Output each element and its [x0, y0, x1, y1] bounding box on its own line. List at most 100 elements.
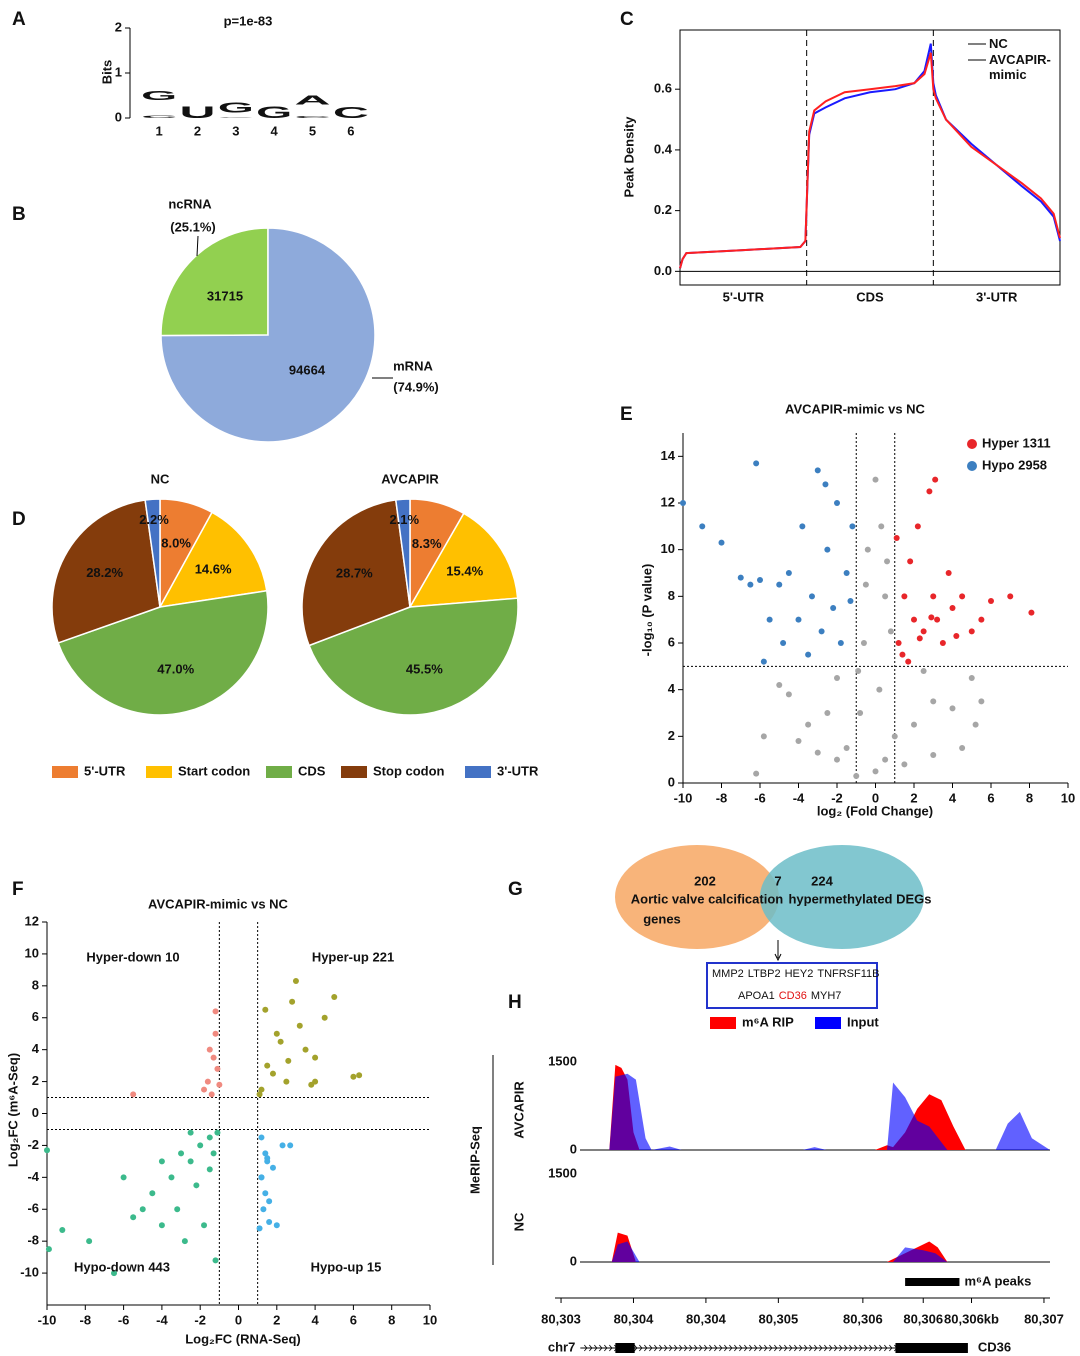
- point: [805, 651, 812, 658]
- panel-label: D: [12, 509, 26, 530]
- group-label: MeRIP-Seq: [467, 1126, 482, 1194]
- strand-chevron: [719, 1344, 723, 1352]
- coverage-area: [555, 1241, 1050, 1262]
- panel-label: C: [620, 9, 634, 30]
- point: [926, 488, 933, 495]
- x-axis-label: log₂ (Fold Change): [817, 803, 933, 818]
- peak-label: m⁶A peaks: [964, 1273, 1031, 1288]
- point: [853, 773, 860, 779]
- point: [206, 1134, 213, 1141]
- point: [350, 1073, 357, 1080]
- strand-chevron: [734, 1344, 738, 1352]
- logo-letter: A: [295, 93, 333, 108]
- point: [210, 1150, 217, 1157]
- point: [972, 721, 979, 728]
- legend-swatch: [710, 1017, 736, 1029]
- point: [760, 658, 767, 665]
- x-tick-label: 2: [273, 1312, 280, 1327]
- point: [959, 745, 966, 751]
- point: [187, 1158, 194, 1165]
- point: [776, 682, 783, 688]
- arrow-head: [774, 953, 782, 962]
- strand-chevron: [689, 1344, 693, 1352]
- y-tick-label: 6: [668, 634, 675, 649]
- point: [283, 1078, 290, 1085]
- legend-label: Stop codon: [373, 763, 445, 778]
- point: [834, 500, 840, 506]
- point: [308, 1081, 315, 1088]
- logo-letter: C: [141, 115, 178, 119]
- point: [895, 640, 902, 646]
- y-tick-label: 12: [661, 494, 675, 509]
- strand-chevron: [669, 1344, 673, 1352]
- strand-chevron: [644, 1344, 648, 1352]
- x-tick-label: 0: [235, 1312, 242, 1327]
- point: [44, 1147, 50, 1154]
- series-line: [679, 52, 1061, 269]
- point: [891, 733, 898, 740]
- point: [258, 1086, 265, 1093]
- slice-label: 14.6%: [195, 561, 232, 576]
- point: [181, 1238, 188, 1245]
- set-count: 224: [811, 873, 833, 888]
- logo-letter: C: [295, 116, 332, 119]
- point: [210, 1054, 217, 1061]
- strand-chevron: [649, 1344, 653, 1352]
- point: [968, 628, 975, 635]
- point: [279, 1142, 286, 1149]
- point: [139, 1206, 146, 1213]
- point: [206, 1166, 213, 1173]
- point: [264, 1062, 271, 1069]
- y-tick-label: 10: [25, 945, 39, 960]
- strand-chevron: [844, 1344, 848, 1352]
- point: [718, 539, 725, 546]
- point: [834, 756, 840, 763]
- strand-chevron: [869, 1344, 873, 1352]
- legend-label: NC: [989, 36, 1008, 51]
- x-tick-label: 5: [309, 123, 316, 138]
- quadrant-label: Hyper-up 221: [312, 949, 394, 964]
- x-axis-label: Log₂FC (RNA-Seq): [185, 1331, 301, 1346]
- strand-chevron: [839, 1344, 843, 1352]
- x-tick-label: -4: [156, 1312, 168, 1327]
- region-label: 5'-UTR: [723, 289, 765, 304]
- point: [760, 733, 767, 740]
- point: [766, 616, 773, 623]
- point: [356, 1072, 363, 1079]
- point: [920, 628, 927, 635]
- point: [1007, 593, 1014, 600]
- point: [201, 1086, 208, 1093]
- point: [932, 476, 939, 483]
- y-tick-label: 2: [32, 1073, 39, 1088]
- strand-chevron: [834, 1344, 838, 1352]
- strand-chevron: [594, 1344, 598, 1352]
- x-tick-label: -6: [118, 1312, 130, 1327]
- strand-chevron: [684, 1344, 688, 1352]
- chromosome-label: chr7: [548, 1339, 575, 1354]
- point: [262, 1150, 269, 1157]
- point: [214, 1129, 221, 1136]
- legend-label: Start codon: [178, 763, 250, 778]
- x-tick-label: -2: [194, 1312, 206, 1327]
- point: [197, 1142, 204, 1149]
- y-tick-label: 1: [115, 64, 122, 79]
- slice-label: 28.2%: [86, 565, 123, 580]
- point: [857, 710, 864, 716]
- point: [269, 1164, 276, 1171]
- gene-row: APOA1 CD36 MYH7: [738, 990, 841, 1002]
- y-tick-label: 4: [32, 1041, 40, 1056]
- region-label: 3'-UTR: [976, 289, 1018, 304]
- point: [914, 523, 921, 530]
- y-tick-label: 0.2: [654, 202, 672, 217]
- point: [302, 1046, 309, 1053]
- strand-chevron: [754, 1344, 758, 1352]
- gene-name: MYH7: [811, 990, 842, 1002]
- y-tick-label: -10: [20, 1265, 39, 1280]
- x-tick-label: 10: [1061, 790, 1075, 805]
- x-tick-label: -2: [831, 790, 843, 805]
- point: [968, 675, 975, 681]
- point: [814, 749, 821, 756]
- point: [876, 686, 883, 693]
- quadrant-label: Hypo-down 443: [74, 1259, 170, 1274]
- point: [795, 738, 802, 744]
